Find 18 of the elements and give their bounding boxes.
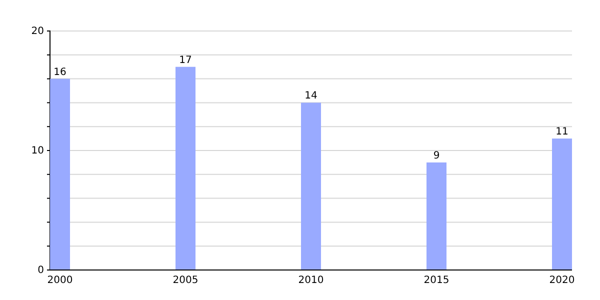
x-tick-label: 2015: [424, 275, 450, 286]
data-label: 11: [556, 126, 568, 138]
y-tick-label: 0: [38, 265, 44, 276]
bar: [301, 102, 321, 270]
data-label: 16: [54, 66, 66, 78]
x-tick-label: 2010: [298, 275, 324, 286]
data-label: 17: [179, 54, 192, 66]
x-tick-label: 2020: [549, 275, 575, 286]
y-tick-label: 10: [31, 146, 44, 157]
data-label: 9: [433, 150, 440, 162]
bar: [50, 78, 70, 270]
x-tick-label: 2000: [47, 275, 73, 286]
bar: [552, 138, 572, 270]
data-label: 14: [304, 90, 318, 102]
y-tick-label: 20: [31, 26, 44, 38]
bar: [426, 162, 446, 270]
x-tick-label: 2005: [172, 275, 198, 286]
bar: [176, 66, 196, 270]
